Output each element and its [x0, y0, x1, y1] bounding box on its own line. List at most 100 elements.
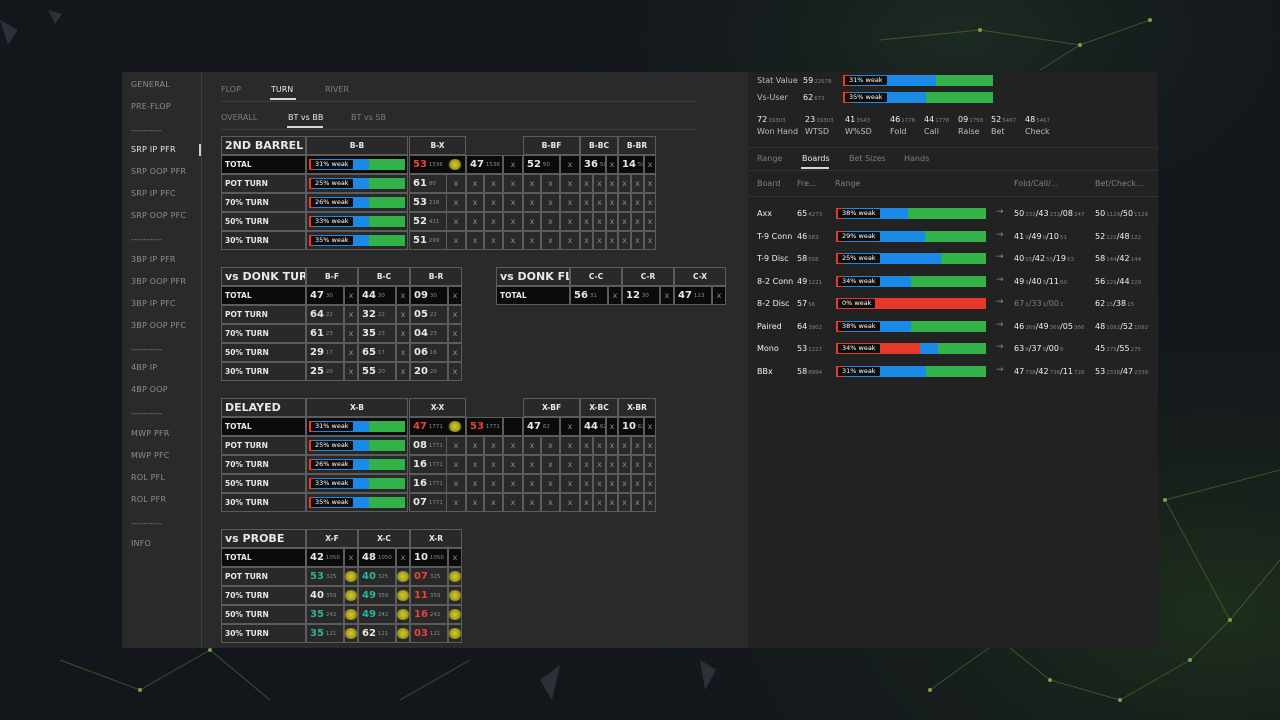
value-x-f[interactable]: 35 242	[306, 605, 344, 624]
range-bar[interactable]: 31% weak	[309, 421, 405, 432]
board-range-bar[interactable]: 38% weak	[836, 320, 986, 332]
board-range-bar[interactable]: 34% weak	[836, 275, 986, 287]
value-b-c[interactable]: 44 30	[358, 286, 396, 305]
tab-flop[interactable]: FLOP	[221, 85, 241, 94]
value-x-r[interactable]: 11 359	[410, 586, 448, 605]
value-b-f[interactable]: 47 30	[306, 286, 344, 305]
value-x-f[interactable]: 53 325	[306, 567, 344, 586]
value-b-c[interactable]: 35 23	[358, 324, 396, 343]
sidebar-item-srp-ip-pfc[interactable]: SRP IP PFC	[131, 189, 176, 198]
board-range-bar[interactable]: 0% weak	[836, 298, 986, 309]
value-b-r[interactable]: 20 20	[410, 362, 448, 381]
range-bar[interactable]: 25% weak	[309, 440, 405, 451]
value-b-c[interactable]: 65 17	[358, 343, 396, 362]
value-xx[interactable]: 53 1771	[466, 417, 503, 436]
sample-count: 1050	[429, 554, 444, 561]
range-bar[interactable]: 25% weak	[309, 178, 405, 189]
sample-count: 51	[1059, 234, 1067, 241]
value-b-r[interactable]: 06 16	[410, 343, 448, 362]
value-xbr[interactable]: 1062	[618, 417, 644, 436]
value-bbc[interactable]: 3650	[580, 155, 606, 174]
range-bar[interactable]: 33% weak	[309, 478, 405, 489]
value-b-f[interactable]: 25 20	[306, 362, 344, 381]
tab-overall[interactable]: OVERALL	[221, 113, 258, 122]
sidebar-item-info[interactable]: INFO	[131, 539, 152, 548]
range-bar[interactable]: 35% weak	[309, 497, 405, 508]
value-bbr[interactable]: 1450	[618, 155, 644, 174]
value-x-r[interactable]: 16 242	[410, 605, 448, 624]
board-range-bar[interactable]: 38% weak	[836, 208, 986, 219]
sidebar-item-3bp-oop-pfr[interactable]: 3BP OOP PFR	[131, 277, 187, 286]
range-bar[interactable]: 26% weak	[309, 459, 405, 470]
x-cell: x	[618, 455, 631, 474]
value-x-c[interactable]: 49 359	[358, 586, 396, 605]
sidebar-item-rol-pfl[interactable]: ROL PFL	[131, 473, 166, 482]
value-x-c[interactable]: 48 1050	[358, 548, 396, 567]
sidebar-item-3bp-ip-pfc[interactable]: 3BP IP PFC	[131, 299, 176, 308]
value-b-r[interactable]: 09 30	[410, 286, 448, 305]
row-label: TOTAL	[221, 417, 306, 436]
x-cell: x	[446, 455, 466, 474]
value-x-r[interactable]: 07 325	[410, 567, 448, 586]
value-b-c[interactable]: 55 20	[358, 362, 396, 381]
value-bbf[interactable]: 52 50	[523, 155, 560, 174]
tab-river[interactable]: RIVER	[325, 85, 350, 94]
tab-bt-vs-sb[interactable]: BT vs SB	[351, 113, 386, 122]
value-xbc[interactable]: 4462	[580, 417, 606, 436]
sidebar-item-4bp-ip[interactable]: 4BP IP	[131, 363, 158, 372]
value-x-c[interactable]: 49 242	[358, 605, 396, 624]
sidebar-item-mwp-pfr[interactable]: MWP PFR	[131, 429, 170, 438]
x-cell: x	[580, 474, 593, 493]
value-c-x[interactable]: 47 113	[674, 286, 712, 305]
sidebar-item-3bp-ip-pfr[interactable]: 3BP IP PFR	[131, 255, 176, 264]
value-bx[interactable]: 47 1536	[466, 155, 503, 174]
board-range-bar[interactable]: 34% weak	[836, 343, 986, 354]
tab-range[interactable]: Range	[757, 154, 783, 163]
sidebar-item-srp-oop-pfc[interactable]: SRP OOP PFC	[131, 211, 187, 220]
value-b-r[interactable]: 05 22	[410, 305, 448, 324]
value-c-c[interactable]: 56 31	[570, 286, 608, 305]
value-b-c[interactable]: 32 22	[358, 305, 396, 324]
value-x-r[interactable]: 03 121	[410, 624, 448, 643]
sidebar-item-general[interactable]: GENERAL	[131, 80, 170, 89]
vs-user-range-bar[interactable]: 35% weak	[843, 92, 993, 103]
value-x-c[interactable]: 40 325	[358, 567, 396, 586]
value-x-r[interactable]: 10 1050	[410, 548, 448, 567]
sidebar-item-rol-pfr[interactable]: ROL PFR	[131, 495, 167, 504]
value-x-f[interactable]: 35 121	[306, 624, 344, 643]
value-c-r[interactable]: 12 30	[622, 286, 660, 305]
range-bar[interactable]: 33% weak	[309, 216, 405, 227]
tab-bt-vs-bb[interactable]: BT vs BB	[288, 113, 324, 122]
tab-boards[interactable]: Boards	[802, 154, 830, 163]
value-b-r[interactable]: 04 23	[410, 324, 448, 343]
board-range-bar[interactable]: 25% weak	[836, 253, 986, 264]
value-x-c[interactable]: 62 121	[358, 624, 396, 643]
fold-call-raise: 638/378/008	[1014, 344, 1063, 353]
tab-turn[interactable]: TURN	[271, 85, 294, 94]
sidebar-item-4bp-oop[interactable]: 4BP OOP	[131, 385, 168, 394]
separator: /	[1116, 231, 1120, 241]
sidebar-item-3bp-oop-pfc[interactable]: 3BP OOP PFC	[131, 321, 187, 330]
sidebar-item-srp-oop-pfr[interactable]: SRP OOP PFR	[131, 167, 187, 176]
value-x-f[interactable]: 42 1050	[306, 548, 344, 567]
value-b-f[interactable]: 61 23	[306, 324, 344, 343]
sidebar-item-pre-flop[interactable]: PRE-FLOP	[131, 102, 171, 111]
value-b-f[interactable]: 29 17	[306, 343, 344, 362]
stat-value: 41	[845, 115, 856, 124]
board-range-bar[interactable]: 29% weak	[836, 230, 986, 242]
value-x-f[interactable]: 40 359	[306, 586, 344, 605]
sidebar-item-mwp-pfc[interactable]: MWP PFC	[131, 451, 170, 460]
range-bar[interactable]: 31% weak	[309, 159, 405, 170]
board-frequency: 58558	[797, 254, 819, 263]
board-range-bar[interactable]: 31% weak	[836, 365, 986, 377]
tab-bet-sizes[interactable]: Bet Sizes	[849, 154, 886, 163]
value-xbf[interactable]: 47 62	[523, 417, 560, 436]
sidebar-item-srp-ip-pfr[interactable]: SRP IP PFR	[131, 145, 176, 154]
value-b-f[interactable]: 64 22	[306, 305, 344, 324]
tab-hands[interactable]: Hands	[904, 154, 930, 163]
sample-count: 60	[1059, 279, 1067, 286]
range-bar[interactable]: 35% weak	[309, 235, 405, 246]
sample-count: 229	[1106, 279, 1117, 286]
range-bar[interactable]: 26% weak	[309, 197, 405, 208]
stat-value-range-bar[interactable]: 31% weak	[843, 75, 993, 86]
